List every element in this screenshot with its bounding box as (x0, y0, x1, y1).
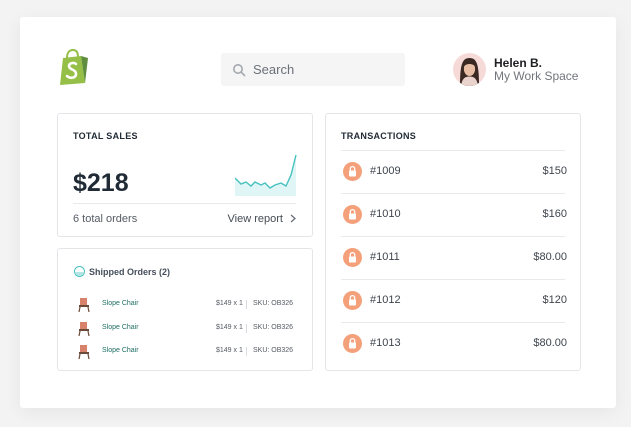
transaction-id: #1009 (370, 165, 401, 177)
transaction-row[interactable]: #1013 $80.00 (341, 323, 567, 365)
product-price-qty: $149 x 1 (216, 347, 243, 354)
shopify-logo-icon[interactable] (57, 48, 91, 87)
sparkline-line (235, 154, 297, 189)
shipped-orders-card: Shipped Orders (2) Slope Chair $149 x 1 … (57, 248, 313, 371)
lock-icon (343, 291, 362, 310)
transaction-id: #1010 (370, 208, 401, 220)
shipped-status-icon (74, 266, 85, 277)
transaction-row[interactable]: #1010 $160 (341, 194, 567, 236)
transaction-amount: $80.00 (533, 251, 567, 263)
chair-icon (78, 298, 90, 313)
chair-icon (78, 322, 90, 337)
chevron-right-icon (290, 214, 296, 223)
lock-icon (343, 334, 362, 353)
row-divider (341, 322, 565, 323)
total-orders-text: 6 total orders (73, 213, 138, 225)
transaction-id: #1011 (370, 251, 400, 263)
transactions-title: TRANSACTIONS (341, 131, 417, 141)
transaction-row[interactable]: #1009 $150 (341, 151, 567, 193)
transaction-amount: $160 (542, 208, 567, 220)
product-name[interactable]: Slope Chair (102, 347, 139, 354)
user-name[interactable]: Helen B. (494, 56, 543, 70)
separator (246, 324, 247, 333)
total-sales-title: TOTAL SALES (73, 131, 138, 141)
transaction-id: #1012 (370, 294, 401, 306)
total-sales-amount: $218 (73, 169, 129, 197)
search-input[interactable]: Search (221, 53, 405, 86)
chair-icon (78, 345, 90, 360)
product-price-qty: $149 x 1 (216, 324, 243, 331)
product-sku: SKU: OB326 (253, 324, 294, 331)
view-report-link[interactable]: View report (228, 213, 297, 225)
product-sku: SKU: OB326 (253, 347, 294, 354)
search-icon (233, 64, 246, 77)
avatar[interactable] (453, 53, 486, 86)
shipped-order-row[interactable]: Slope Chair $149 x 1 SKU: OB326 (58, 297, 312, 313)
lock-icon (343, 248, 362, 267)
shipped-order-row[interactable]: Slope Chair $149 x 1 SKU: OB326 (58, 344, 312, 360)
shipped-orders-title: Shipped Orders (2) (89, 267, 171, 277)
lock-icon (343, 162, 362, 181)
transaction-amount: $120 (542, 294, 567, 306)
product-sku: SKU: OB326 (253, 300, 294, 307)
sales-divider (73, 203, 296, 204)
transaction-row[interactable]: #1011 $80.00 (341, 237, 567, 279)
transaction-amount: $150 (542, 165, 567, 177)
lock-icon (343, 205, 362, 224)
row-divider (341, 236, 565, 237)
sales-trend-sparkline (235, 154, 297, 196)
transaction-amount: $80.00 (533, 337, 567, 349)
product-name[interactable]: Slope Chair (102, 324, 139, 331)
search-placeholder: Search (253, 62, 295, 77)
transactions-divider (341, 150, 565, 151)
row-divider (341, 279, 565, 280)
product-name[interactable]: Slope Chair (102, 300, 139, 307)
transaction-id: #1013 (370, 337, 401, 349)
product-price-qty: $149 x 1 (216, 300, 243, 307)
view-report-label: View report (227, 213, 283, 225)
transaction-row[interactable]: #1012 $120 (341, 280, 567, 322)
separator (246, 300, 247, 309)
transactions-card: TRANSACTIONS #1009 $150 #1010 $160 #1011… (325, 113, 581, 371)
shipped-order-row[interactable]: Slope Chair $149 x 1 SKU: OB326 (58, 321, 312, 337)
row-divider (341, 193, 565, 194)
sparkline-area (235, 155, 296, 196)
total-sales-card: TOTAL SALES $218 6 total orders View rep… (57, 113, 313, 237)
workspace-name[interactable]: My Work Space (494, 69, 579, 83)
separator (246, 347, 247, 356)
